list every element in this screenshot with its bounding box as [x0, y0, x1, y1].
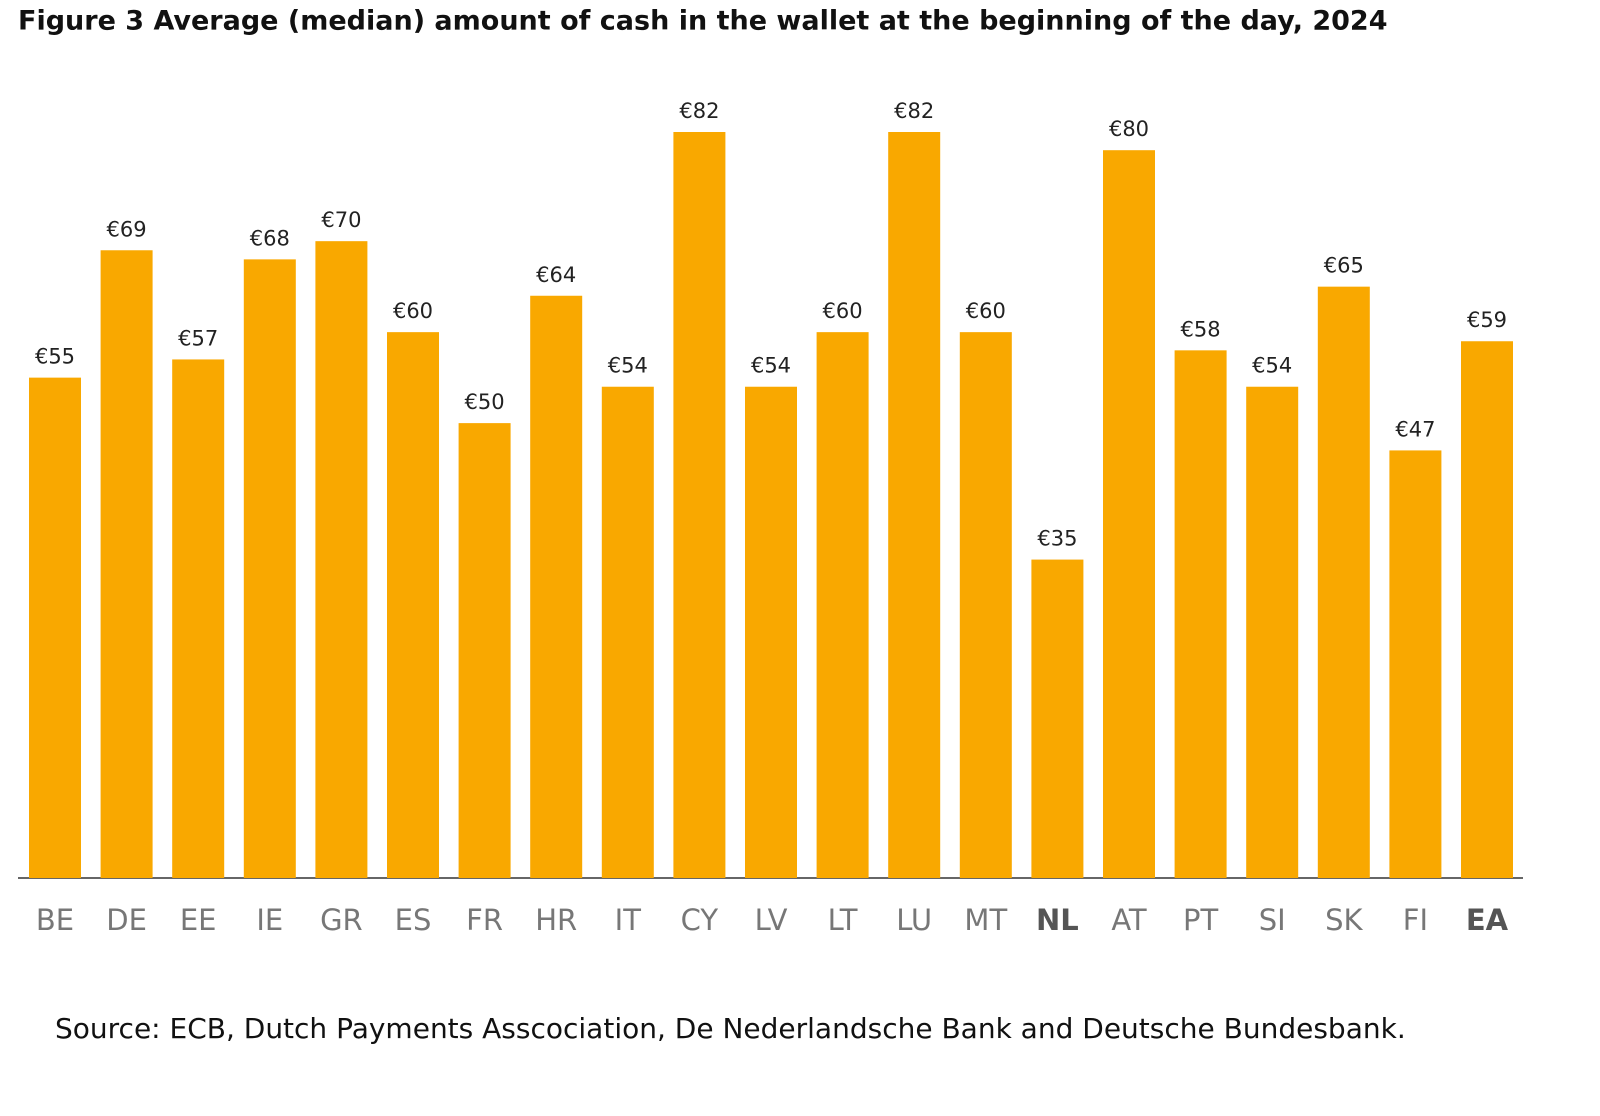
value-label: €60 [823, 299, 863, 323]
x-tick-label: DE [106, 903, 147, 937]
bar [745, 386, 797, 878]
value-label: €69 [107, 217, 147, 241]
bar [673, 132, 726, 878]
bar [387, 332, 439, 878]
value-label: €50 [465, 390, 505, 414]
bar [601, 386, 654, 878]
bar [1031, 559, 1084, 878]
value-label: €60 [393, 299, 433, 323]
bar [1103, 150, 1155, 878]
value-label: €82 [679, 99, 719, 123]
x-tick-label: EE [180, 903, 217, 937]
value-label: €70 [321, 208, 361, 232]
value-label: €54 [751, 354, 791, 378]
bar [1174, 350, 1227, 879]
x-tick-label: HR [535, 903, 577, 937]
source-note: Source: ECB, Dutch Payments Asscociation… [55, 1012, 1406, 1045]
x-tick-label: FI [1403, 903, 1428, 937]
bar [816, 332, 869, 878]
x-tick-label: MT [964, 903, 1007, 937]
chart-title: Figure 3 Average (median) amount of cash… [18, 6, 1388, 37]
bar [315, 241, 368, 879]
value-label: €68 [250, 226, 290, 250]
bar [100, 250, 153, 878]
value-label: €54 [608, 354, 648, 378]
x-tick-label: SK [1325, 903, 1363, 937]
x-tick-label: BE [36, 903, 74, 937]
value-label: €55 [35, 345, 75, 369]
x-tick-label: EA [1466, 903, 1509, 937]
bar [530, 295, 583, 878]
bar [243, 259, 296, 878]
x-tick-label: AT [1111, 903, 1147, 937]
x-tick-label: NL [1036, 903, 1079, 937]
x-tick-label: PT [1183, 903, 1218, 937]
x-tick-label: IE [256, 903, 283, 937]
value-label: €35 [1037, 527, 1077, 551]
bar [172, 359, 225, 878]
value-label: €65 [1324, 254, 1364, 278]
bar [1389, 450, 1442, 878]
x-tick-label: GR [320, 903, 363, 937]
bar [1246, 386, 1299, 878]
x-tick-label: CY [681, 903, 719, 937]
x-tick-label: ES [395, 903, 432, 937]
value-label: €82 [894, 99, 934, 123]
bar [29, 377, 81, 878]
value-label: €54 [1252, 354, 1292, 378]
value-label: €64 [536, 263, 576, 287]
x-tick-label: LT [828, 903, 858, 937]
x-tick-label: LV [755, 903, 788, 937]
bar [1461, 341, 1513, 878]
value-label: €47 [1395, 417, 1435, 441]
value-label: €58 [1181, 317, 1221, 341]
bar [888, 132, 941, 878]
value-label: €80 [1109, 117, 1149, 141]
value-label: €57 [178, 326, 218, 350]
x-tick-label: LU [896, 903, 932, 937]
bar [1317, 286, 1370, 878]
value-label: €59 [1467, 308, 1507, 332]
bar [959, 332, 1012, 878]
x-tick-label: SI [1259, 903, 1286, 937]
value-label: €60 [966, 299, 1006, 323]
bar [458, 423, 511, 878]
x-tick-label: IT [615, 903, 642, 937]
x-tick-label: FR [466, 903, 503, 937]
